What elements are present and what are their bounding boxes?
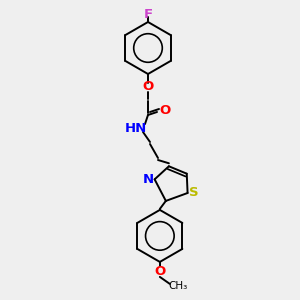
Text: O: O	[159, 104, 171, 118]
Text: N: N	[143, 173, 154, 186]
Text: HN: HN	[125, 122, 147, 136]
Text: CH₃: CH₃	[168, 281, 188, 291]
Text: O: O	[154, 266, 166, 278]
Text: S: S	[189, 187, 198, 200]
Text: F: F	[143, 8, 153, 20]
Text: O: O	[142, 80, 154, 94]
